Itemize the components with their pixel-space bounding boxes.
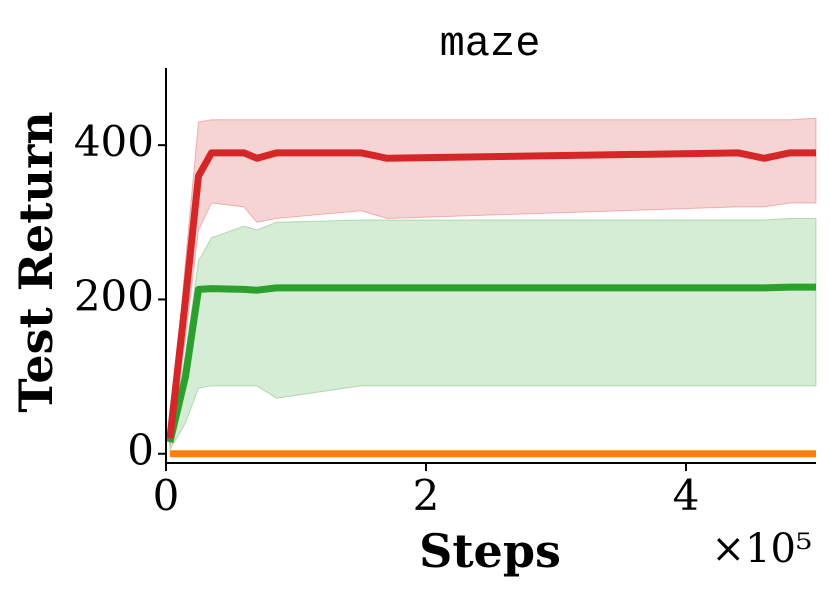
y-tick-label: 200: [74, 271, 154, 320]
x-scale-label: ×10⁵: [712, 526, 812, 572]
y-axis-label: Test Return: [9, 111, 63, 412]
line: [166, 149, 816, 439]
chart-title: maze: [440, 20, 541, 68]
plot-area: 0 200 400 0 2 4: [74, 68, 817, 520]
line: [166, 283, 816, 443]
x-tick-label: 2: [413, 471, 440, 520]
x-tick-label: 4: [673, 471, 700, 520]
y-tick-label: 0: [127, 426, 154, 475]
y-tick-label: 400: [74, 117, 154, 166]
error-band: [169, 217, 817, 452]
x-tick-label: 0: [153, 471, 180, 520]
error-band: [169, 117, 817, 447]
x-axis-label: Steps: [419, 524, 561, 578]
